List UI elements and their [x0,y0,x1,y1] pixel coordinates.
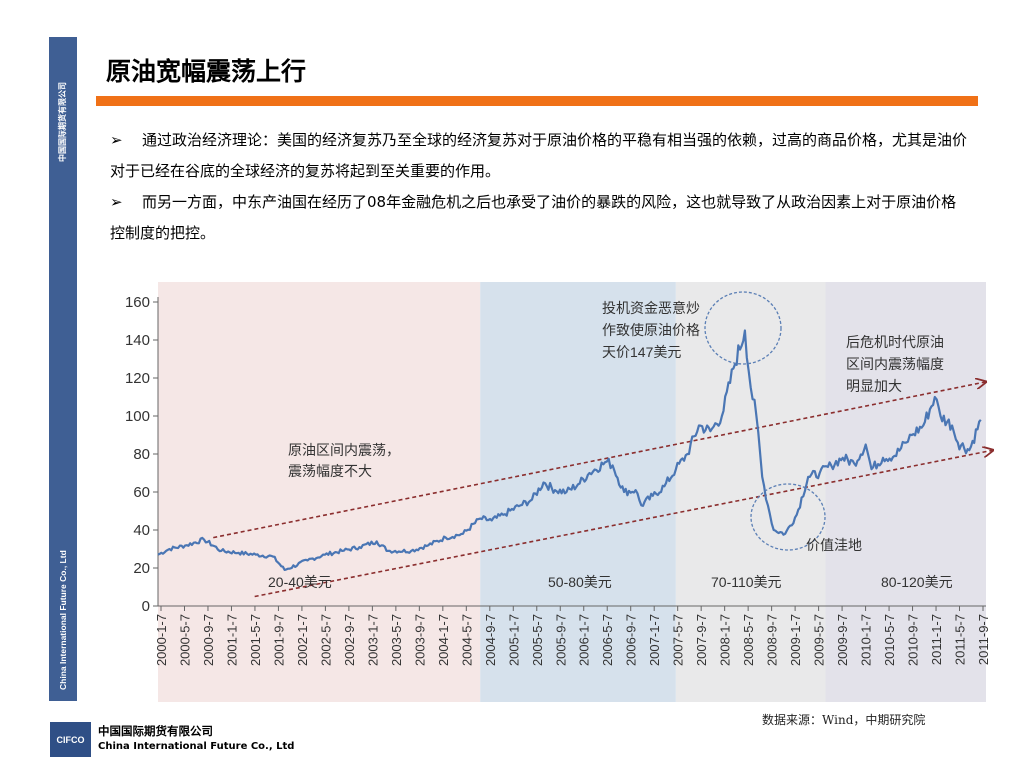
x-tick-label: 2010-5-7 [882,614,897,666]
x-tick-label: 2009-5-7 [812,614,827,666]
x-tick-label: 2005-1-7 [506,614,521,666]
bullet-arrow-icon: ➢ [110,131,123,149]
oil-price-chart: 0 20 40 60 80 100 120 140 160 2000-1-7 2000-5-7 200… [125,282,1003,702]
slide-title: 原油宽幅震荡上行 [106,57,307,86]
region-band [480,282,676,702]
region-band [825,282,986,702]
sidebar-company-en: China International Future Co., Ltd [58,550,68,690]
x-tick-label: 2004-1-7 [436,614,451,666]
x-tick-label: 2006-1-7 [577,614,592,666]
x-tick-label: 2004-5-7 [459,614,474,666]
x-tick-label: 2010-1-7 [859,614,874,666]
cifco-logo: CIFCO [50,722,91,757]
sidebar-company-cn: 中国国际期货有限公司 [58,82,67,162]
y-tick-label: 0 [142,598,150,615]
y-tick-label: 80 [133,446,150,463]
x-tick-label: 2002-1-7 [295,614,310,666]
x-tick-label: 2007-1-7 [647,614,662,666]
x-tick-label: 2003-9-7 [412,614,427,666]
annotation-value-trough: 价值洼地 [806,537,862,553]
y-tick-label: 120 [125,370,150,387]
x-tick-label: 2010-9-7 [906,614,921,666]
x-tick-label: 2005-9-7 [553,614,568,666]
x-tick-label: 2008-5-7 [741,614,756,666]
bullet-paragraph-2: ➢ 而另一方面，中东产油国在经历了08年金融危机之后也承受了油价的暴跌的风险，这也… [110,187,970,249]
x-tick-label: 2008-9-7 [765,614,780,666]
bullet-text-1: 通过政治经济理论：美国的经济复苏乃至全球的经济复苏对于原油价格的平稳有相当强的依… [110,131,968,180]
x-tick-label: 2001-9-7 [271,614,286,666]
x-tick-label: 2000-9-7 [201,614,216,666]
peak-highlight-circle [704,291,782,365]
x-tick-label: 2011-1-7 [929,614,944,665]
x-tick-label: 2009-1-7 [788,614,803,666]
x-tick-label: 2006-9-7 [624,614,639,666]
x-tick-label: 2006-5-7 [600,614,615,666]
x-tick-label: 2000-1-7 [154,614,169,666]
region-band [675,282,826,702]
x-tick-label: 2007-9-7 [694,614,709,666]
region-label: 80-120美元 [881,574,953,590]
annotation-range-bound: 原油区间内震荡，震荡幅度不大 [288,442,400,479]
y-tick-label: 100 [125,408,150,425]
x-tick-label: 2000-5-7 [177,614,192,666]
sidebar-bar [49,37,77,701]
x-tick-label: 2008-1-7 [718,614,733,666]
region-label: 70-110美元 [711,574,782,590]
trough-highlight-circle [750,483,826,551]
oil-price-line [157,329,982,571]
region-band [158,282,481,702]
upper-trend-arrow [213,382,986,539]
title-divider [96,96,978,106]
x-tick-label: 2007-5-7 [671,614,686,666]
region-label: 50-80美元 [548,574,612,590]
x-tick-label: 2001-5-7 [248,614,263,666]
footer-company-cn: 中国国际期货有限公司 [98,724,213,738]
data-source: 数据来源：Wind，中期研究院 [762,713,926,727]
x-tick-label: 2003-5-7 [389,614,404,666]
x-tick-label: 2004-9-7 [483,614,498,666]
x-tick-label: 2002-9-7 [342,614,357,666]
x-tick-label: 2011-9-7 [976,614,991,665]
bullet-arrow-icon: ➢ [110,193,123,211]
x-tick-label: 2011-5-7 [953,614,968,665]
x-tick-label: 2002-5-7 [318,614,333,666]
region-label: 20-40美元 [268,574,332,590]
y-tick-label: 140 [125,332,150,349]
footer-company-en: China International Future Co., Ltd [98,741,295,752]
annotation-speculation-peak: 投机资金恶意炒作致使原油价格天价147美元 [602,300,700,360]
bullet-paragraph-1: ➢ 通过政治经济理论：美国的经济复苏乃至全球的经济复苏对于原油价格的平稳有相当强的… [110,125,970,187]
y-tick-label: 160 [125,294,150,311]
y-tick-label: 40 [133,522,150,539]
x-tick-label: 2001-1-7 [224,614,239,666]
x-tick-label: 2005-5-7 [530,614,545,666]
x-tick-label: 2009-9-7 [835,614,850,666]
y-tick-label: 20 [133,560,150,577]
y-tick-label: 60 [133,484,150,501]
bullet-text-2: 而另一方面，中东产油国在经历了08年金融危机之后也承受了油价的暴跌的风险，这也就… [110,193,957,242]
x-tick-label: 2003-1-7 [365,614,380,666]
annotation-post-crisis: 后危机时代原油区间内震荡幅度明显加大 [846,334,944,394]
